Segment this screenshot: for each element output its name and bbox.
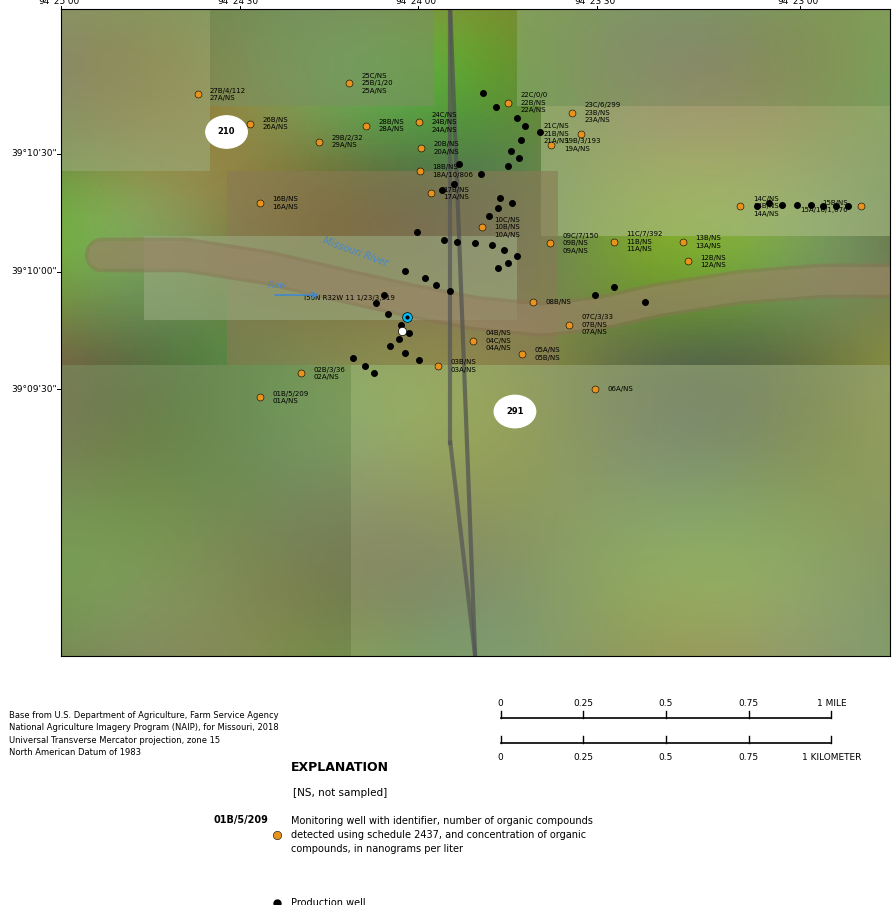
Circle shape [494, 395, 536, 428]
Text: 94°23'30": 94°23'30" [575, 0, 620, 5]
Polygon shape [144, 235, 517, 319]
Text: 94°25'00": 94°25'00" [38, 0, 83, 5]
Text: 291: 291 [506, 407, 524, 416]
Text: EXPLANATION: EXPLANATION [291, 760, 389, 774]
Text: 01B/5/209
01A/NS: 01B/5/209 01A/NS [272, 391, 308, 404]
Text: 13B/NS
13A/NS: 13B/NS 13A/NS [696, 235, 721, 249]
Text: 39°09'30": 39°09'30" [11, 385, 56, 394]
Text: 39°10'00": 39°10'00" [11, 267, 56, 276]
Polygon shape [61, 365, 350, 656]
Text: 0.5: 0.5 [659, 700, 673, 709]
Text: 19B/3/193
19A/NS: 19B/3/193 19A/NS [564, 138, 601, 152]
Text: 25C/NS
25B/1/20
25A/NS: 25C/NS 25B/1/20 25A/NS [362, 73, 393, 94]
Polygon shape [350, 365, 890, 656]
Text: 14C/NS
14B/NS
14A/NS: 14C/NS 14B/NS 14A/NS [753, 195, 779, 217]
Circle shape [206, 116, 248, 148]
Text: 10C/NS
10B/NS
10A/NS: 10C/NS 10B/NS 10A/NS [494, 216, 520, 238]
Text: 0: 0 [498, 753, 503, 762]
Text: [NS, not sampled]: [NS, not sampled] [292, 788, 387, 798]
Text: 0.75: 0.75 [738, 700, 759, 709]
Polygon shape [542, 106, 890, 235]
Text: T50N R32W 11 1/23/3,519: T50N R32W 11 1/23/3,519 [302, 295, 395, 300]
Text: 22C/0/0
22B/NS
22A/NS: 22C/0/0 22B/NS 22A/NS [520, 92, 548, 113]
Text: 26B/NS
26A/NS: 26B/NS 26A/NS [262, 117, 288, 130]
Text: 1 MILE: 1 MILE [816, 700, 847, 709]
Text: 0.75: 0.75 [738, 753, 759, 762]
Text: 94°24'00": 94°24'00" [396, 0, 441, 5]
Polygon shape [61, 9, 210, 171]
Polygon shape [226, 171, 558, 365]
Polygon shape [517, 9, 890, 106]
Text: 94°23'00": 94°23'00" [778, 0, 822, 5]
Text: 18B/NS
18A/10/806: 18B/NS 18A/10/806 [432, 164, 473, 177]
Text: 17B/NS
17A/NS: 17B/NS 17A/NS [443, 186, 469, 200]
Text: Base from U.S. Department of Agriculture, Farm Service Agency
National Agricultu: Base from U.S. Department of Agriculture… [9, 711, 279, 757]
Text: 27B/4/112
27A/NS: 27B/4/112 27A/NS [210, 88, 246, 101]
Text: Missouri River: Missouri River [321, 235, 389, 268]
Text: 23C/6/299
23B/NS
23A/NS: 23C/6/299 23B/NS 23A/NS [585, 102, 620, 123]
Text: 12B/NS
12A/NS: 12B/NS 12A/NS [701, 254, 726, 268]
Text: 01B/5/209: 01B/5/209 [214, 815, 268, 825]
Text: 15B/NS
15A/16/1,676: 15B/NS 15A/16/1,676 [800, 200, 848, 214]
Text: 08B/NS: 08B/NS [545, 299, 571, 304]
Text: 0: 0 [498, 700, 503, 709]
Text: 20B/NS
20A/NS: 20B/NS 20A/NS [434, 141, 460, 155]
Text: 0.25: 0.25 [573, 753, 594, 762]
Text: 29B/2/32
29A/NS: 29B/2/32 29A/NS [332, 135, 364, 148]
Text: 06A/NS: 06A/NS [608, 386, 634, 392]
Text: 39°10'30": 39°10'30" [11, 149, 56, 158]
Polygon shape [210, 9, 434, 106]
Text: 0.25: 0.25 [573, 700, 594, 709]
Text: Flow: Flow [268, 281, 287, 290]
Text: 05A/NS
05B/NS: 05A/NS 05B/NS [534, 348, 560, 361]
Text: 03B/NS
03A/NS: 03B/NS 03A/NS [451, 359, 476, 373]
Text: 210: 210 [218, 128, 235, 137]
Text: 28B/NS
28A/NS: 28B/NS 28A/NS [378, 119, 404, 132]
Text: Monitoring well with identifier, number of organic compounds
detected using sche: Monitoring well with identifier, number … [291, 816, 593, 854]
Text: 02B/3/36
02A/NS: 02B/3/36 02A/NS [314, 367, 345, 380]
Text: 07C/3/33
07B/NS
07A/NS: 07C/3/33 07B/NS 07A/NS [581, 314, 613, 336]
Text: 09C/7/150
09B/NS
09A/NS: 09C/7/150 09B/NS 09A/NS [562, 233, 599, 253]
Text: 11C/7/392
11B/NS
11A/NS: 11C/7/392 11B/NS 11A/NS [626, 232, 662, 252]
Text: 04B/NS
04C/NS
04A/NS: 04B/NS 04C/NS 04A/NS [485, 330, 510, 351]
Text: 0.5: 0.5 [659, 753, 673, 762]
Text: 16B/NS
16A/NS: 16B/NS 16A/NS [272, 196, 298, 210]
Text: Production well: Production well [291, 898, 365, 905]
Text: 21C/NS
21B/NS
21A/NS: 21C/NS 21B/NS 21A/NS [544, 123, 569, 145]
Text: 24C/NS
24B/NS
24A/NS: 24C/NS 24B/NS 24A/NS [431, 112, 457, 133]
Text: 1 KILOMETER: 1 KILOMETER [802, 753, 861, 762]
Text: 94°24'30": 94°24'30" [217, 0, 262, 5]
